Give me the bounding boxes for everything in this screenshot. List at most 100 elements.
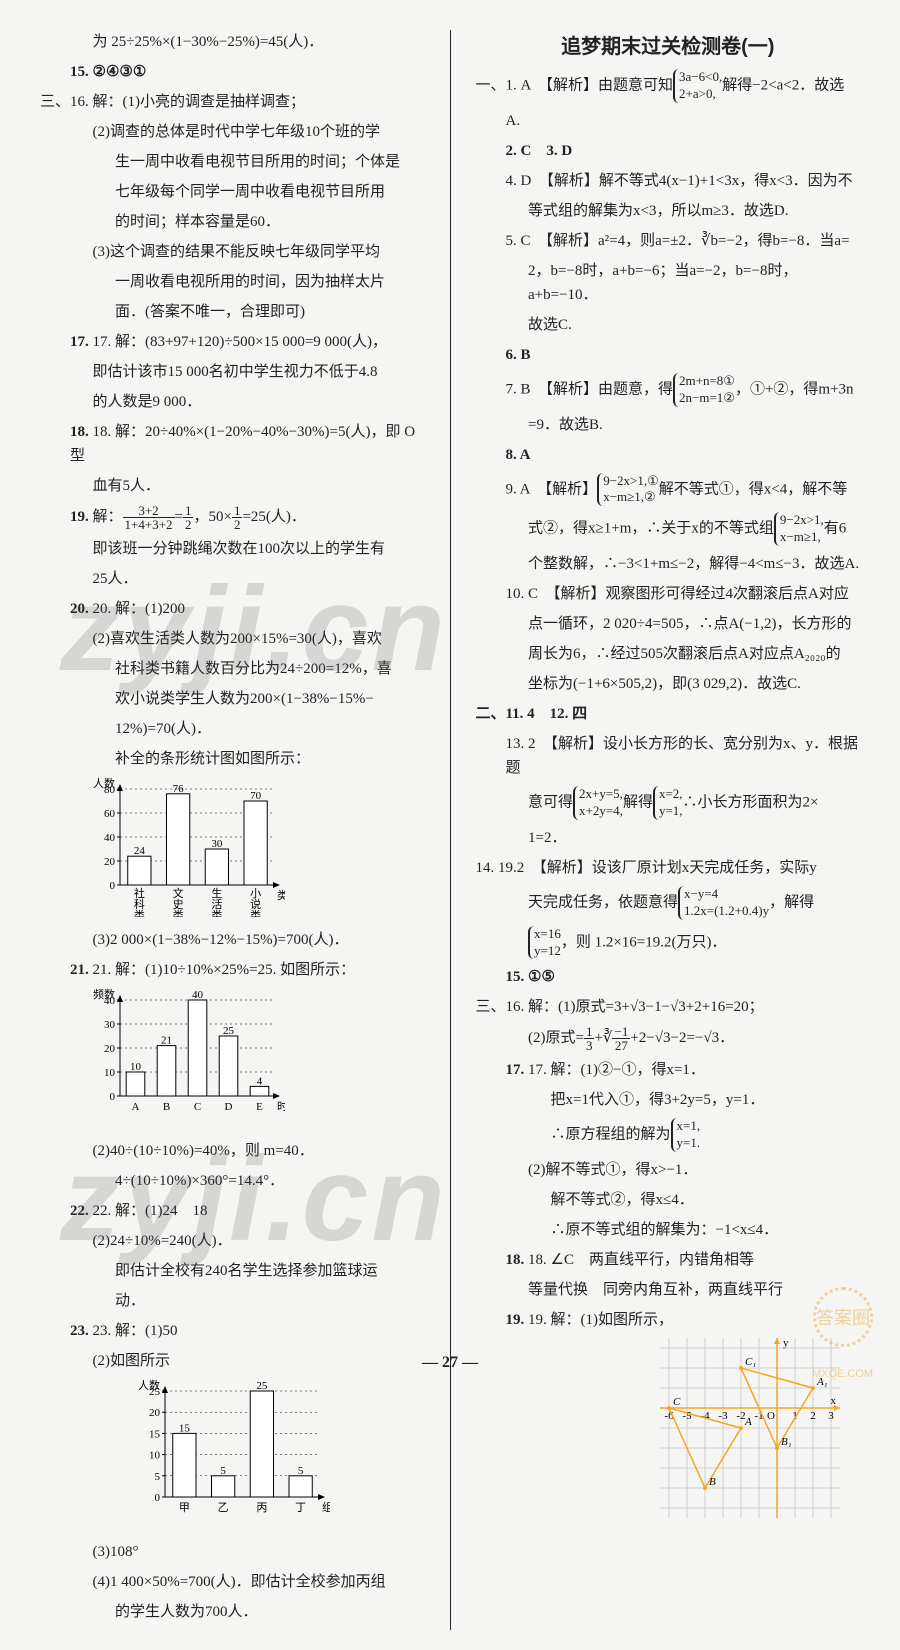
q10: 10. C 【解析】观察图形可得经过4次翻滚后点A对应 <box>476 582 861 606</box>
svg-text:24: 24 <box>134 845 146 857</box>
svg-text:20: 20 <box>104 1043 116 1055</box>
svg-text:C: C <box>673 1396 681 1408</box>
svg-text:5: 5 <box>220 1465 226 1477</box>
svg-text:-3: -3 <box>718 1410 728 1422</box>
svg-text:76: 76 <box>173 783 185 795</box>
q5: 5. C 【解析】a²=4，则a=±2．∛b=−2，得b=−8．当a= <box>476 229 861 253</box>
svg-text:类: 类 <box>250 908 261 917</box>
svg-text:时间/时: 时间/时 <box>277 1100 285 1113</box>
q16r: 三、16. 解：(1)原式=3+√3−1−√3+2+16=20； <box>476 995 861 1019</box>
text-line: (4)1 400×50%=700(人)．即估计全校参加丙组 <box>40 1570 425 1594</box>
text-line: 12%)=70(人)． <box>40 717 425 741</box>
text-line: =9．故选B. <box>476 413 861 437</box>
text-line: (2)解不等式①，得x>−1． <box>476 1158 861 1182</box>
text-line: 补全的条形统计图如图所示： <box>40 747 425 771</box>
svg-text:40: 40 <box>104 832 116 844</box>
text-line: 坐标为(−1+6×505,2)，即(3 029,2)．故选C. <box>476 672 861 696</box>
corner-logo: 答案圈 MXQE.COM <box>795 1285 890 1380</box>
q4: 4. D 【解析】解不等式4(x−1)+1<3x，得x<3．因为不 <box>476 169 861 193</box>
svg-text:15: 15 <box>149 1428 161 1440</box>
svg-text:科: 科 <box>134 897 145 911</box>
bar-chart-2: 01020304010A21B40C25D4E频数时间/时 <box>85 988 425 1133</box>
text-line: 的时间；样本容量是60． <box>40 210 425 234</box>
svg-text:丙: 丙 <box>256 1502 267 1514</box>
q15: 15. ①⑤ <box>476 965 861 989</box>
svg-text:4: 4 <box>257 1075 263 1087</box>
bar-chart-1: 02040608024社科类76文史类30生活类70小说类人数类别 <box>85 777 425 922</box>
page-number: — 27 — <box>0 1354 900 1372</box>
text-line: 即估计全校有240名学生选择参加篮球运 <box>40 1259 425 1283</box>
text-line: ∴原方程组的解为x=1,y=1. <box>476 1118 861 1152</box>
svg-text:O: O <box>767 1410 775 1422</box>
text-line: (2)24÷10%=240(人)． <box>40 1229 425 1253</box>
text-line: A. <box>476 109 861 133</box>
svg-text:乙: 乙 <box>218 1501 229 1514</box>
svg-text:y: y <box>783 1338 789 1349</box>
svg-text:0: 0 <box>155 1492 161 1504</box>
text-line: 欢小说类学生人数为200×(1−38%−15%− <box>40 687 425 711</box>
svg-text:10: 10 <box>130 1061 142 1073</box>
text-line: 即该班一分钟跳绳次数在100次以上的学生有 <box>40 537 425 561</box>
text-line: 七年级每个同学一周中收看电视节目所用 <box>40 180 425 204</box>
svg-text:70: 70 <box>250 790 262 802</box>
svg-text:5: 5 <box>155 1471 161 1483</box>
q23: 23. 23. 解：(1)50 <box>40 1319 425 1343</box>
q13: 13. 2 【解析】设小长方形的长、宽分别为x、y．根据题 <box>476 732 861 780</box>
svg-text:类别: 类别 <box>277 888 285 902</box>
svg-text:频数: 频数 <box>93 988 115 1001</box>
section-title: 追梦期末过关检测卷(一) <box>476 30 861 59</box>
text-line: 周长为6，∴经过505次翻滚后点A对应点A₂₀₂₀的 <box>476 642 861 666</box>
svg-text:3: 3 <box>828 1410 834 1422</box>
q2-3: 2. C 3. D <box>476 139 861 163</box>
svg-text:5: 5 <box>298 1465 304 1477</box>
svg-text:人数: 人数 <box>93 777 115 790</box>
q18r: 18. 18. ∠C 两直线平行，内错角相等 <box>476 1248 861 1272</box>
q9: 9. A 【解析】9−2x>1,①x−m≥1,②解不等式①，得x<4，解不等 <box>476 473 861 507</box>
q22: 22. 22. 解：(1)24 18 <box>40 1199 425 1223</box>
svg-text:人数: 人数 <box>138 1379 160 1392</box>
svg-text:类: 类 <box>211 908 222 917</box>
left-column: 为 25÷25%×(1−30%−25%)=45(人)． 15. ②④③① 三、1… <box>40 30 425 1630</box>
svg-text:20: 20 <box>149 1407 161 1419</box>
bar-chart-3: 051015202515甲5乙25丙5丁人数组别 <box>130 1379 425 1534</box>
text-line: 动． <box>40 1289 425 1313</box>
svg-text:社: 社 <box>134 886 145 900</box>
svg-text:-4: -4 <box>700 1410 710 1422</box>
q1: 一、1. A 【解析】由题意可知3a−6<0,2+a>0,解得−2<a<2．故选 <box>476 69 861 103</box>
svg-text:0: 0 <box>110 880 116 892</box>
svg-text:30: 30 <box>211 838 223 850</box>
text-line: 血有5人． <box>40 474 425 498</box>
svg-text:40: 40 <box>192 989 204 1001</box>
text-line: 点一循环，2 020÷4=505，∴点A(−1,2)，长方形的 <box>476 612 861 636</box>
s2-11-12: 二、11. 4 12. 四 <box>476 702 861 726</box>
text-line: (2)40÷(10÷10%)=40%，则 m=40． <box>40 1139 425 1163</box>
svg-text:10: 10 <box>104 1067 116 1079</box>
logo-circle-icon: 答案圈 <box>813 1287 873 1347</box>
right-column: 追梦期末过关检测卷(一) 一、1. A 【解析】由题意可知3a−6<0,2+a>… <box>476 30 861 1630</box>
text-line: (2)原式=13+∛−127+2−√3−2=−√3． <box>476 1025 861 1052</box>
text-line: (2)调查的总体是时代中学七年级10个班的学 <box>40 120 425 144</box>
text-line: 即估计该市15 000名初中学生视力不低于4.8 <box>40 360 425 384</box>
q16: 三、16. 解：(1)小亮的调查是抽样调查； <box>40 90 425 114</box>
svg-text:10: 10 <box>149 1450 161 1462</box>
text-line: 天完成任务，依题意得x−y=41.2x=(1.2+0.4)y，解得 <box>476 886 861 920</box>
svg-text:D: D <box>225 1101 233 1113</box>
text-line: 25人． <box>40 567 425 591</box>
svg-text:说: 说 <box>250 897 261 911</box>
text-line: 生一周中收看电视节目所用的时间；个体是 <box>40 150 425 174</box>
text-line: (3)108° <box>40 1540 425 1564</box>
svg-text:60: 60 <box>104 808 116 820</box>
text-line: 等式组的解集为x<3，所以m≥3．故选D. <box>476 199 861 223</box>
q21: 21. 21. 解：(1)10÷10%×25%=25. 如图所示： <box>40 958 425 982</box>
text-line: 的学生人数为700人． <box>40 1600 425 1624</box>
svg-text:15: 15 <box>179 1422 191 1434</box>
svg-text:B₁: B₁ <box>781 1436 792 1448</box>
text-line: 社科类书籍人数百分比为24÷200=12%，喜 <box>40 657 425 681</box>
text-line: 一周收看电视所用的时间，因为抽样太片 <box>40 270 425 294</box>
q18: 18. 18. 解：20÷40%×(1−20%−40%−30%)=5(人)，即 … <box>40 420 425 468</box>
text-line: (3)这个调查的结果不能反映七年级同学平均 <box>40 240 425 264</box>
svg-text:丁: 丁 <box>295 1502 306 1514</box>
svg-text:0: 0 <box>110 1091 116 1103</box>
q14: 14. 19.2 【解析】设该厂原计划x天完成任务，实际y <box>476 856 861 880</box>
answer-15: 15. ②④③① <box>40 60 425 84</box>
